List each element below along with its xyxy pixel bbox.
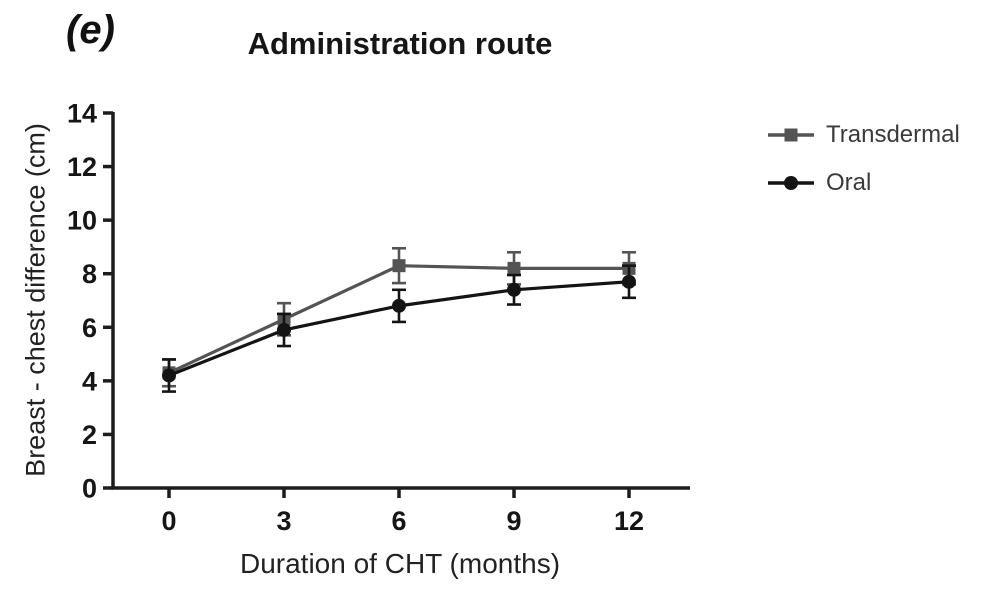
data-point-square	[392, 259, 406, 273]
x-tick-label: 0	[161, 506, 176, 536]
data-point-square	[507, 261, 521, 275]
legend-item-oral: Oral	[768, 169, 960, 197]
y-tick-label: 0	[82, 474, 97, 504]
y-tick-label: 14	[67, 99, 97, 129]
transdermal-square-marker-icon	[768, 128, 814, 142]
data-point-circle	[392, 298, 406, 313]
data-point-circle	[507, 282, 521, 297]
x-tick-label: 12	[614, 506, 644, 536]
y-tick-label: 8	[82, 259, 97, 289]
legend-item-transdermal: Transdermal	[768, 121, 960, 149]
data-point-circle	[622, 274, 636, 289]
x-tick-label: 9	[506, 506, 521, 536]
y-tick-label: 12	[67, 152, 97, 182]
oral-circle-marker-icon	[768, 176, 814, 190]
legend: Transdermal Oral	[768, 121, 960, 197]
x-axis-label: Duration of CHT (months)	[239, 548, 561, 579]
legend-label-transdermal: Transdermal	[826, 121, 960, 148]
panel-label: (e)	[66, 8, 115, 52]
y-tick-label: 2	[82, 420, 97, 450]
legend-label-oral: Oral	[826, 169, 872, 196]
chart-title: Administration route	[247, 26, 553, 61]
y-tick-label: 6	[82, 313, 97, 343]
data-point-circle	[162, 368, 176, 383]
x-tick-label: 3	[276, 506, 291, 536]
y-tick-label: 4	[82, 366, 97, 396]
y-tick-label: 10	[67, 206, 97, 236]
data-point-circle	[277, 322, 291, 337]
x-tick-label: 6	[391, 506, 406, 536]
